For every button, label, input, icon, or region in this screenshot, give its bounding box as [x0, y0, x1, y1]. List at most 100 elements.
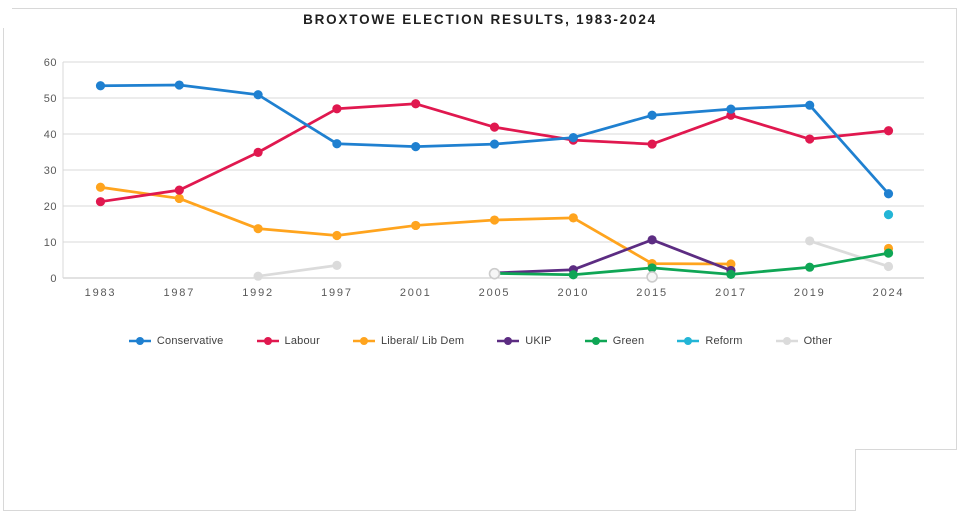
legend-item-reform: Reform: [676, 334, 742, 348]
series-conservative: [95, 80, 894, 199]
line-other: [256, 264, 339, 278]
point-liberal-lib-dem-1987: [174, 193, 184, 204]
point-reform-2024: [883, 210, 894, 220]
point-green-2010: [568, 270, 578, 280]
series-labour: [95, 99, 894, 207]
x-axis-label: 2015: [636, 287, 668, 299]
point-labour-2019: [805, 134, 815, 144]
sheet-border-left: [3, 28, 4, 511]
legend-swatch-labour: [256, 337, 279, 345]
legend-item-labour: Labour: [256, 334, 320, 348]
legend-label: Conservative: [156, 335, 224, 347]
y-tick-label: 60: [44, 57, 57, 69]
x-axis-label: 1997: [321, 287, 353, 299]
series-reform: [883, 210, 894, 220]
legend-label: UKIP: [525, 335, 552, 347]
point-liberal-lib-dem-2017: [726, 259, 736, 269]
point-conservative-2001: [411, 142, 421, 152]
y-tick-label: 10: [44, 237, 57, 249]
point-conservative-1997: [332, 139, 342, 149]
point-green-2015: [647, 263, 657, 273]
point-liberal-lib-dem-1983: [95, 182, 106, 192]
line-conservative: [99, 83, 890, 196]
point-conservative-2005: [489, 139, 500, 149]
x-axis-label: 2017: [715, 287, 747, 299]
point-labour-2024: [883, 126, 894, 136]
sheet-border-bottom: [3, 510, 856, 511]
x-axis-label: 1992: [242, 287, 274, 299]
point-labour-2005: [489, 122, 500, 132]
x-axis-label: 1987: [163, 287, 195, 299]
legend-swatch-other: [775, 337, 798, 345]
point-green-2017: [726, 269, 736, 279]
series-other: [253, 236, 894, 281]
x-axis-label: 2019: [794, 287, 826, 299]
y-tick-label: 20: [44, 201, 57, 213]
point-conservative-2017: [726, 104, 736, 114]
point-labour-1987: [174, 185, 184, 195]
point-labour-2015: [647, 139, 657, 149]
point-other-2005: [488, 267, 501, 280]
legend-label: Labour: [284, 335, 320, 347]
point-other-2019: [805, 236, 815, 246]
legend-label: Green: [612, 335, 645, 347]
chart-title: BROXTOWE ELECTION RESULTS, 1983-2024: [303, 12, 657, 27]
point-conservative-2019: [805, 100, 815, 110]
x-axis-label: 2001: [400, 287, 432, 299]
legend-swatch-reform: [677, 337, 700, 345]
point-liberal-lib-dem-1992: [253, 224, 263, 234]
point-conservative-2024: [883, 189, 894, 199]
x-axis-label: 2005: [479, 287, 511, 299]
sheet-border-step-v: [855, 449, 856, 511]
legend-swatch-conservative: [128, 337, 151, 345]
point-green-2019: [805, 262, 815, 272]
sheet-border-top: [12, 8, 957, 9]
x-axis-label: 2024: [873, 287, 905, 299]
line-other: [808, 239, 890, 268]
legend-label: Other: [803, 335, 833, 347]
legend-item-liberal-lib-dem: Liberal/ Lib Dem: [352, 334, 464, 348]
sheet-border-right: [956, 8, 957, 450]
y-tick-label: 40: [44, 129, 57, 141]
point-liberal-lib-dem-1997: [332, 230, 342, 241]
legend-item-green: Green: [584, 334, 645, 348]
point-liberal-lib-dem-2001: [411, 220, 421, 231]
point-conservative-1983: [95, 81, 106, 91]
x-axis-label: 1983: [85, 287, 117, 299]
point-labour-1983: [95, 197, 106, 207]
point-labour-1997: [332, 104, 342, 114]
line-labour: [99, 102, 890, 204]
point-conservative-1992: [253, 90, 263, 100]
point-conservative-2015: [647, 110, 657, 120]
legend-swatch-liberal-lib-dem: [352, 337, 375, 345]
legend-swatch-green: [584, 337, 607, 345]
legend-label: Liberal/ Lib Dem: [380, 335, 465, 347]
legend-label: Reform: [705, 335, 743, 347]
point-other-2015: [646, 271, 658, 283]
point-other-2024: [883, 261, 894, 272]
line-ukip: [493, 238, 733, 275]
point-conservative-2010: [568, 133, 578, 143]
x-axis-label: 2010: [557, 287, 589, 299]
legend-item-other: Other: [775, 334, 833, 348]
series-liberal-lib-dem: [95, 182, 894, 269]
line-green: [493, 251, 890, 277]
point-labour-1992: [253, 147, 263, 157]
point-labour-2001: [411, 99, 421, 109]
legend-swatch-ukip: [497, 337, 520, 345]
sheet-border-step-h: [855, 449, 957, 450]
point-green-2024: [883, 248, 894, 258]
point-conservative-1987: [174, 80, 184, 90]
y-tick-label: 50: [44, 93, 57, 105]
y-tick-label: 30: [44, 165, 57, 177]
point-liberal-lib-dem-2010: [568, 213, 578, 223]
point-ukip-2015: [647, 235, 657, 245]
legend-item-conservative: Conservative: [128, 334, 224, 348]
point-other-1992: [253, 271, 263, 281]
chart-legend: Conservative Labour Liberal/ Lib Dem UKIP Gr…: [0, 334, 960, 348]
point-other-1997: [332, 260, 342, 270]
point-liberal-lib-dem-2005: [489, 215, 500, 225]
y-tick-label: 0: [50, 273, 57, 285]
